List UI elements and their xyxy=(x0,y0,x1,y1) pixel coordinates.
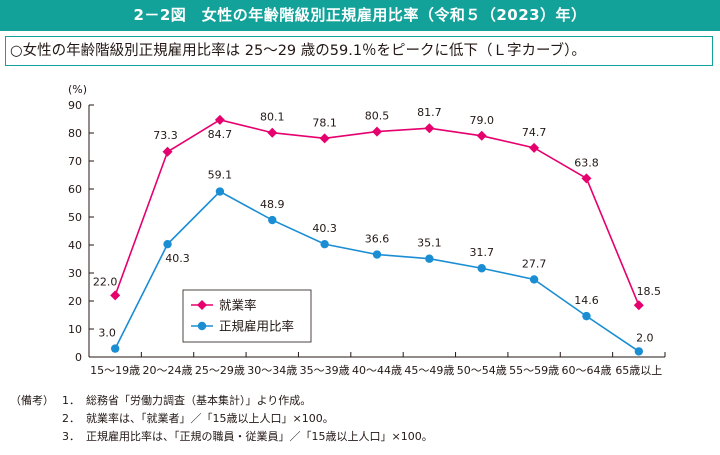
data-point-circle xyxy=(477,264,486,273)
data-label: 36.6 xyxy=(365,233,390,246)
data-label: 59.1 xyxy=(208,169,233,182)
note-row: 3． 正規雇用比率は、「正規の職員・従業員」／「15歳以上人口」×100。 xyxy=(10,428,710,446)
x-tick-label: 20～24歳 xyxy=(143,364,193,377)
y-tick-label: 20 xyxy=(68,295,82,308)
data-point-circle xyxy=(110,344,120,353)
note-text: 総務省「労働力調査（基本集計）」より作成。 xyxy=(86,394,312,407)
figure-title: 2－2図 女性の年齢階級別正規雇用比率（令和５（2023）年） xyxy=(0,0,720,31)
data-point-diamond xyxy=(267,127,278,138)
x-tick-label: 45～49歳 xyxy=(404,364,454,377)
data-point-diamond xyxy=(581,173,592,184)
legend-marker-diamond xyxy=(197,300,207,310)
notes: （備考） 1． 総務省「労働力調査（基本集計）」より作成。 2． 就業率は、「就… xyxy=(10,392,710,446)
data-label: 3.0 xyxy=(98,327,116,340)
y-tick-label: 90 xyxy=(68,99,82,112)
data-label: 79.0 xyxy=(469,114,494,127)
data-point-diamond xyxy=(529,142,540,153)
x-tick-label: 60～64歳 xyxy=(561,364,611,377)
legend-marker-circle xyxy=(197,321,207,331)
data-label: 27.7 xyxy=(522,257,547,270)
y-tick-label: 30 xyxy=(68,267,82,280)
note-number: 2． xyxy=(62,412,80,425)
data-point-diamond xyxy=(476,130,487,141)
y-tick-label: 70 xyxy=(68,155,82,168)
data-point-circle xyxy=(582,311,591,321)
data-point-circle xyxy=(268,215,277,225)
data-point-circle xyxy=(425,254,434,263)
series-employment-rate: 22.0 73.3 84.7 80.1 78.1 80.5 81.7 79.0 74.7 63.8… xyxy=(93,106,662,311)
y-axis-unit-label: (%) xyxy=(68,83,87,96)
data-point-circle xyxy=(163,239,172,249)
data-label: 48.9 xyxy=(260,198,285,211)
series-regular-employment-ratio: 3.0 40.3 59.1 48.9 40.3 36.6 35.1 31.7 27.7 14.6 2… xyxy=(98,169,654,356)
note-row: （備考） 1． 総務省「労働力調査（基本集計）」より作成。 xyxy=(10,392,710,410)
legend-box xyxy=(182,289,312,343)
data-label: 74.7 xyxy=(522,126,547,139)
y-tick-label: 80 xyxy=(68,127,82,140)
y-tick-label: 10 xyxy=(68,323,82,336)
data-label: 73.3 xyxy=(153,129,178,142)
note-number: 1． xyxy=(62,394,80,407)
data-point-diamond xyxy=(319,133,330,144)
data-point-circle xyxy=(215,187,225,196)
y-tick-label: 60 xyxy=(68,183,82,196)
y-tick-label: 0 xyxy=(75,351,82,364)
data-point-circle xyxy=(634,347,644,356)
data-point-diamond xyxy=(110,290,121,301)
data-label: 78.1 xyxy=(312,116,337,129)
note-number: 3． xyxy=(62,430,80,443)
data-point-diamond xyxy=(372,126,382,137)
series-line xyxy=(114,118,640,306)
x-tick-label: 30～34歳 xyxy=(247,364,297,377)
data-label: 18.5 xyxy=(637,285,662,298)
data-label: 31.7 xyxy=(469,246,494,259)
data-label: 63.8 xyxy=(574,156,599,169)
data-label: 35.1 xyxy=(417,237,442,250)
data-label: 80.1 xyxy=(260,111,285,124)
data-point-circle xyxy=(529,275,539,284)
data-point-circle xyxy=(372,250,382,259)
x-tick-label: 35～39歳 xyxy=(300,364,350,377)
y-tick-label: 50 xyxy=(68,211,82,224)
data-label: 22.0 xyxy=(93,275,118,288)
data-point-circle xyxy=(320,239,329,249)
data-label: 81.7 xyxy=(417,106,442,119)
data-label: 40.3 xyxy=(165,252,190,265)
legend-label: 就業率 xyxy=(219,298,257,313)
y-tick-label: 40 xyxy=(68,239,82,252)
data-label: 2.0 xyxy=(636,331,654,344)
data-point-diamond xyxy=(162,146,173,157)
data-label: 80.5 xyxy=(365,110,390,123)
notes-prefix: （備考） xyxy=(10,394,54,407)
data-label: 84.7 xyxy=(208,128,233,141)
x-tick-label: 65歳以上 xyxy=(615,364,662,377)
data-label: 40.3 xyxy=(312,222,337,235)
x-tick-label: 50～54歳 xyxy=(457,364,507,377)
x-tick-label: 15～19歳 xyxy=(90,364,140,377)
data-point-diamond xyxy=(633,300,644,311)
data-label: 14.6 xyxy=(574,294,599,307)
note-text: 就業率は、「就業者」／「15歳以上人口」×100。 xyxy=(86,412,334,425)
x-tick-label: 40～44歳 xyxy=(352,364,402,377)
x-tick-label: 25～29歳 xyxy=(195,364,245,377)
legend-label: 正規雇用比率 xyxy=(219,319,294,334)
summary-text: ○女性の年齢階級別正規雇用比率は 25～29 歳の59.1％をピークに低下（Ｌ字… xyxy=(5,36,713,66)
x-tick-label: 55～59歳 xyxy=(509,364,559,377)
line-chart: 0 10 20 30 40 50 60 70 80 90 (%) 15～19歳 20～24歳 25～29歳… xyxy=(68,83,666,377)
note-row: 2． 就業率は、「就業者」／「15歳以上人口」×100。 xyxy=(10,410,710,428)
data-point-diamond xyxy=(214,114,225,125)
data-point-diamond xyxy=(424,123,435,134)
note-text: 正規雇用比率は、「正規の職員・従業員」／「15歳以上人口」×100。 xyxy=(86,430,433,443)
